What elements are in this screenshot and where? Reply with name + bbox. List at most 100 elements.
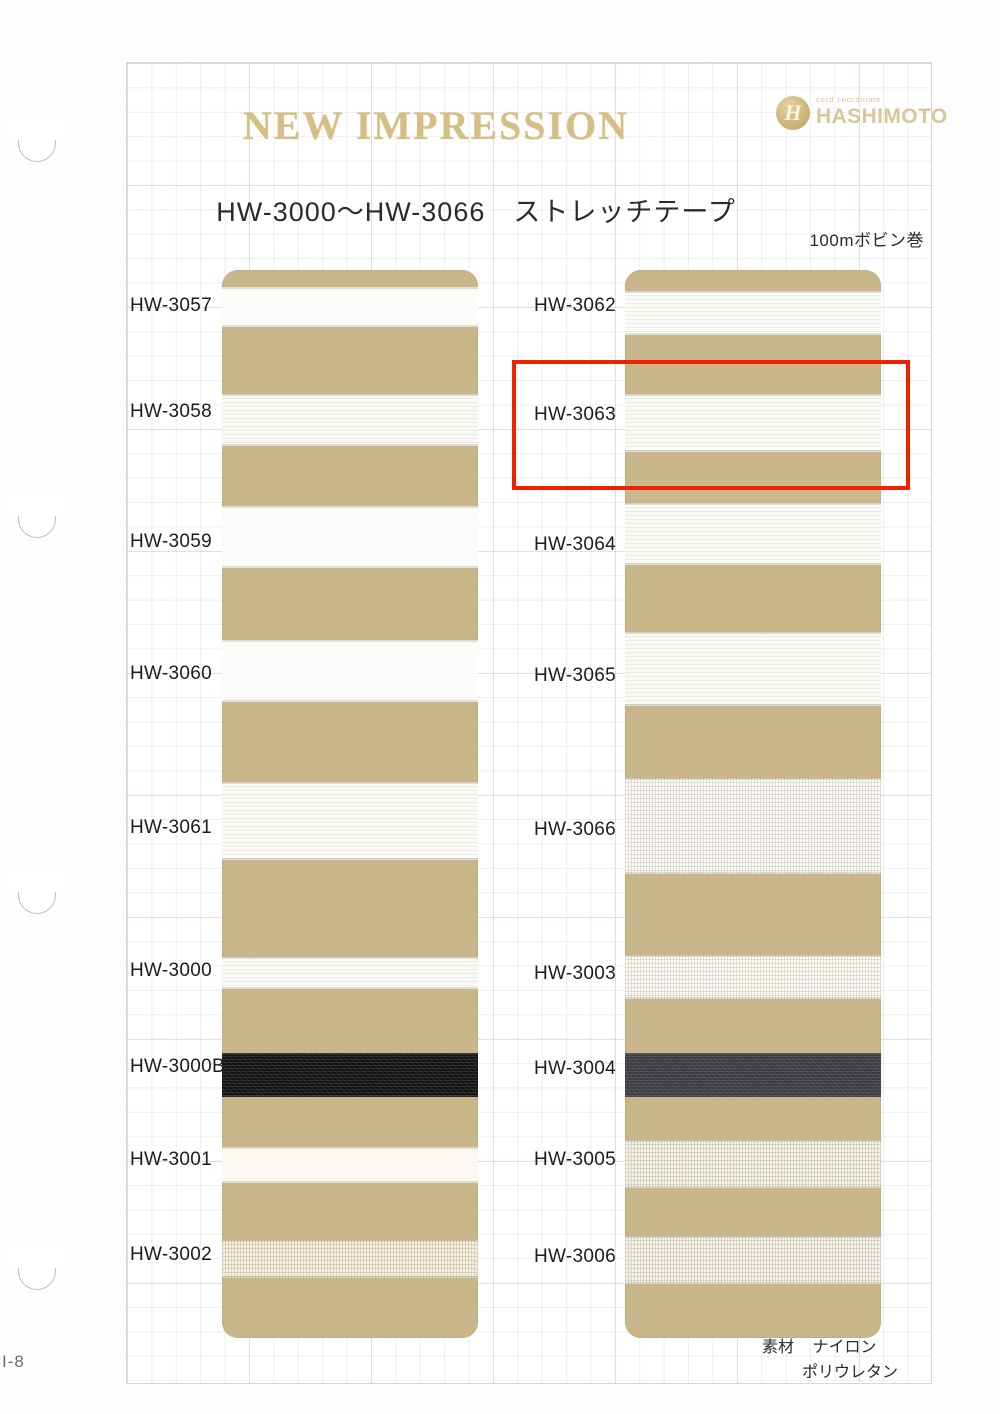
swatch-card-left bbox=[222, 270, 478, 1338]
tape-weave-texture bbox=[222, 287, 478, 327]
tape-edge bbox=[625, 632, 881, 634]
tape-edge bbox=[625, 394, 881, 396]
tape-swatch bbox=[625, 1053, 881, 1097]
tape-weave-texture bbox=[222, 506, 478, 568]
tape-swatch bbox=[222, 1147, 478, 1183]
page-header: NEW IMPRESSION HW-3000〜HW-3066 ストレッチテープ … bbox=[126, 62, 947, 262]
page-number: I-8 bbox=[2, 1352, 25, 1371]
tape-edge bbox=[222, 1053, 478, 1055]
tape-edge bbox=[625, 333, 881, 335]
tape-weave-texture bbox=[222, 1240, 478, 1278]
swatch-code-label: HW-3002 bbox=[130, 1244, 213, 1265]
swatch-code-label: HW-3065 bbox=[534, 665, 617, 686]
hashimoto-emblem-icon: H bbox=[776, 96, 810, 130]
tape-swatch bbox=[625, 955, 881, 999]
tape-swatch bbox=[625, 503, 881, 565]
swatch-code-label: HW-3004 bbox=[534, 1058, 617, 1079]
tape-edge bbox=[625, 450, 881, 452]
swatch-card-right bbox=[625, 270, 881, 1338]
logo-brand-name: HASHIMOTO bbox=[816, 105, 948, 128]
tape-swatch bbox=[625, 1236, 881, 1284]
tape-edge bbox=[222, 1095, 478, 1097]
tape-swatch bbox=[625, 291, 881, 335]
tape-swatch bbox=[222, 394, 478, 446]
binder-hole-mask bbox=[8, 870, 68, 892]
tape-weave-texture bbox=[222, 782, 478, 860]
material-note: 素材 ナイロン ポリウレタン bbox=[762, 1336, 898, 1386]
tape-edge bbox=[222, 325, 478, 327]
brand-logo: H cord coordinate HASHIMOTO bbox=[776, 92, 947, 146]
tape-weave-texture bbox=[625, 291, 881, 335]
binder-hole-mask bbox=[8, 118, 68, 140]
tape-weave-texture bbox=[625, 1236, 881, 1284]
material-value-2: ポリウレタン bbox=[802, 1363, 899, 1381]
swatch-code-label: HW-3064 bbox=[534, 534, 617, 555]
tape-edge bbox=[222, 444, 478, 446]
binder-hole-mask bbox=[8, 1246, 68, 1268]
tape-edge bbox=[625, 997, 881, 999]
swatch-code-label: HW-3005 bbox=[534, 1149, 617, 1170]
tape-weave-texture bbox=[625, 632, 881, 706]
tape-edge bbox=[222, 987, 478, 989]
material-label: 素材 bbox=[762, 1339, 795, 1356]
tape-swatch bbox=[625, 778, 881, 874]
tape-swatch bbox=[222, 957, 478, 989]
tape-edge bbox=[222, 640, 478, 642]
tape-edge bbox=[222, 287, 478, 289]
tape-edge bbox=[625, 503, 881, 505]
tape-edge bbox=[222, 566, 478, 568]
tape-edge bbox=[222, 782, 478, 784]
tape-weave-texture bbox=[625, 778, 881, 874]
tape-swatch bbox=[222, 640, 478, 702]
swatch-code-label: HW-3060 bbox=[130, 663, 213, 684]
tape-edge bbox=[222, 1240, 478, 1242]
swatch-code-label: HW-3000B bbox=[130, 1056, 225, 1077]
tape-edge bbox=[222, 700, 478, 702]
tape-swatch bbox=[625, 1140, 881, 1188]
binder-hole-mask bbox=[8, 494, 68, 516]
swatch-code-label: HW-3059 bbox=[130, 531, 213, 552]
tape-edge bbox=[625, 1236, 881, 1238]
tape-weave-texture bbox=[222, 957, 478, 989]
logo-letter: H bbox=[784, 100, 802, 125]
tape-edge bbox=[222, 506, 478, 508]
tape-edge bbox=[222, 1276, 478, 1278]
tape-edge bbox=[625, 778, 881, 780]
swatch-code-label: HW-3057 bbox=[130, 295, 213, 316]
tape-weave-texture bbox=[222, 640, 478, 702]
logo-tagline: cord coordinate bbox=[816, 95, 882, 104]
tape-edge bbox=[625, 1282, 881, 1284]
swatch-code-label: HW-3006 bbox=[534, 1246, 617, 1267]
tape-edge bbox=[222, 394, 478, 396]
tape-weave-texture bbox=[625, 1140, 881, 1188]
tape-edge bbox=[625, 872, 881, 874]
tape-edge bbox=[222, 1147, 478, 1149]
tape-edge bbox=[625, 704, 881, 706]
swatch-code-label: HW-3066 bbox=[534, 819, 617, 840]
tape-edge bbox=[625, 1053, 881, 1055]
tape-edge bbox=[222, 858, 478, 860]
tape-swatch bbox=[222, 1053, 478, 1097]
tape-swatch bbox=[222, 506, 478, 568]
swatch-code-label: HW-3001 bbox=[130, 1149, 213, 1170]
tape-weave-texture bbox=[222, 1053, 478, 1097]
product-range-subtitle: HW-3000〜HW-3066 ストレッチテープ bbox=[216, 197, 736, 227]
tape-swatch bbox=[625, 632, 881, 706]
tape-edge bbox=[222, 1181, 478, 1183]
swatch-code-label: HW-3061 bbox=[130, 817, 213, 838]
tape-weave-texture bbox=[625, 1053, 881, 1097]
tape-swatch bbox=[625, 394, 881, 452]
tape-swatch bbox=[222, 287, 478, 327]
page-title: NEW IMPRESSION bbox=[242, 103, 630, 148]
swatch-code-label: HW-3000 bbox=[130, 960, 213, 981]
tape-edge bbox=[625, 1095, 881, 1097]
material-value-1: ナイロン bbox=[812, 1339, 877, 1356]
tape-weave-texture bbox=[222, 394, 478, 446]
swatch-code-label: HW-3058 bbox=[130, 401, 213, 422]
tape-swatch bbox=[222, 782, 478, 860]
tape-edge bbox=[625, 1140, 881, 1142]
swatch-code-label: HW-3003 bbox=[534, 963, 617, 984]
tape-weave-texture bbox=[625, 394, 881, 452]
tape-edge bbox=[625, 955, 881, 957]
